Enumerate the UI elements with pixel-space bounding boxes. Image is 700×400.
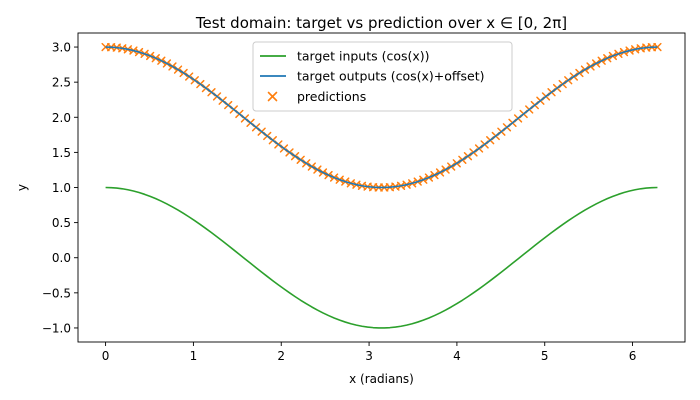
legend-label-predictions: predictions: [297, 89, 366, 104]
x-axis-label: x (radians): [349, 372, 414, 386]
series-layer: [101, 42, 662, 329]
x-tick-label: 0: [102, 349, 110, 363]
y-tick-label: 0.5: [52, 216, 71, 230]
y-tick-label: 2.5: [52, 76, 71, 90]
y-tick-label: −1.0: [42, 321, 71, 335]
x-axis-ticks: 0 1 2 3 4 5 6: [102, 342, 637, 363]
legend-label-target-inputs: target inputs (cos(x)): [297, 49, 430, 64]
legend-box: [252, 41, 513, 112]
x-tick-label: 3: [365, 349, 373, 363]
legend-swatch-predictions: [267, 91, 278, 102]
y-axis-ticks: −1.0 −0.5 0.0 0.5 1.0 1.5 2.0 2.5 3.0: [42, 41, 78, 335]
x-tick-label: 5: [541, 349, 549, 363]
x-tick-label: 6: [629, 349, 637, 363]
x-tick-label: 2: [277, 349, 285, 363]
series-line-target-outputs-cos-x-offset: [105, 46, 658, 189]
y-tick-label: −0.5: [42, 286, 71, 300]
series-line-target-inputs-cos-x: [105, 186, 658, 329]
y-tick-label: 1.0: [52, 181, 71, 195]
legend: target inputs (cos(x)) target outputs (c…: [252, 41, 513, 112]
y-tick-label: 0.0: [52, 251, 71, 265]
x-tick-label: 4: [453, 349, 461, 363]
x-tick-label: 1: [190, 349, 198, 363]
y-tick-label: 3.0: [52, 41, 71, 55]
legend-label-target-outputs: target outputs (cos(x)+offset): [297, 69, 484, 84]
y-axis-label: y: [15, 184, 29, 191]
chart-title: Test domain: target vs prediction over x…: [195, 14, 567, 32]
y-tick-label: 1.5: [52, 146, 71, 160]
y-tick-label: 2.0: [52, 111, 71, 125]
